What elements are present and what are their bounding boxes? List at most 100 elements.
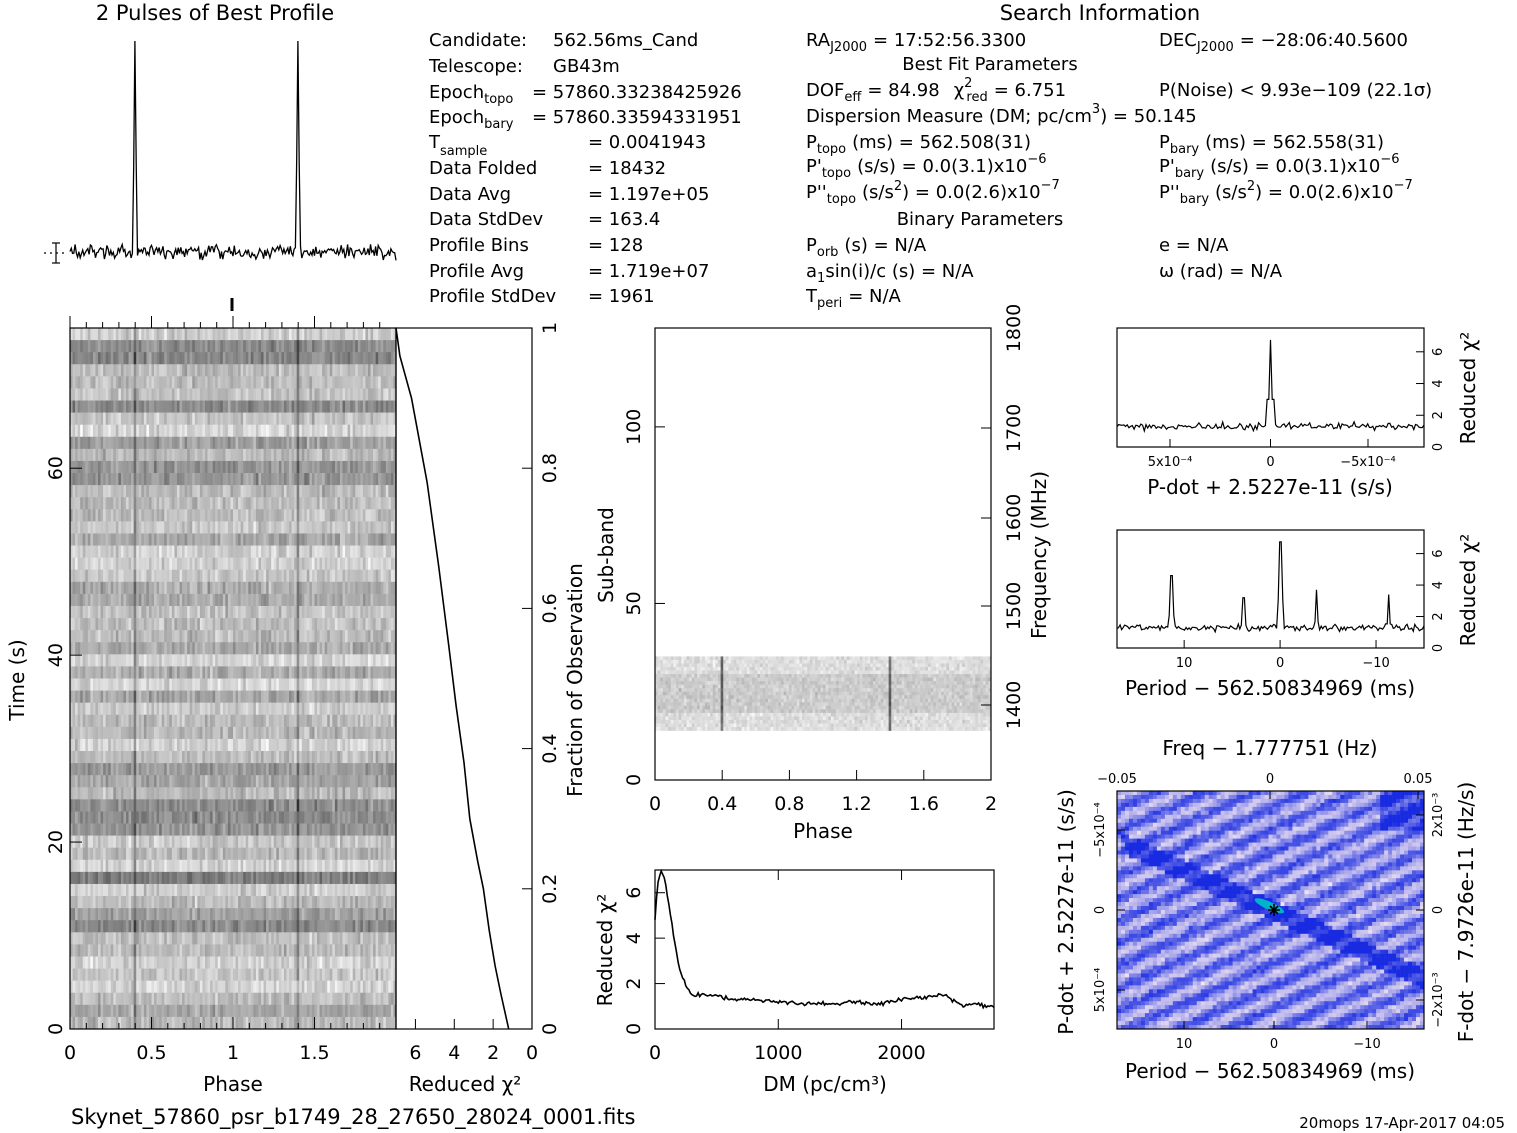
chi2-fraction-xtick: 0	[526, 1042, 538, 1064]
subband-y2tick: 1500	[1003, 582, 1025, 630]
chi2-fraction-ytick: 1	[539, 322, 561, 334]
ppdot-x2tick: 0.05	[1404, 772, 1433, 787]
time-phase-xtick: 1.5	[299, 1042, 329, 1064]
pdbary-value: (s/s) = 0.0(3.1)x10	[1210, 156, 1380, 177]
svg-text:Candidate:562.56ms_Cand: Candidate: 562.56ms_Cand	[429, 30, 698, 51]
dec-sub: J2000	[1196, 40, 1234, 55]
pddbary-value: (s/s	[1215, 182, 1247, 203]
period-xtick: 10	[1176, 656, 1193, 671]
dm-ticks: 0 1000 2000 0 2 4 6	[623, 870, 926, 1064]
period-frame	[1116, 529, 1425, 649]
ppdot-y2tick: 2x10⁻³	[1431, 793, 1446, 838]
dm-ytick: 0	[623, 1023, 645, 1035]
pdot-xtick: 0	[1266, 455, 1274, 470]
subband-xtick: 1.2	[841, 793, 871, 815]
pddbary-sq: 2	[1247, 179, 1255, 194]
ecc-text: e = N/A	[1159, 235, 1229, 256]
chi2-fraction-frame	[395, 327, 533, 1030]
pddtopo-label: P''	[806, 182, 827, 203]
ppdot-x2tick: −0.05	[1097, 772, 1137, 787]
time-phase-image	[70, 328, 397, 1030]
period-xtick: −10	[1362, 656, 1389, 671]
pddbary-label: P''	[1159, 182, 1180, 203]
svg-text:P'topo(s/s) = 0.0(3.1)x10−6: P'topo (s/s) = 0.0(3.1)x10−6	[806, 152, 1047, 181]
ppdot-ytick: −5x10⁻⁴	[1093, 802, 1108, 857]
svg-text:Profile Avg= 1.719e+07: Profile Avg = 1.719e+07	[429, 261, 709, 282]
time-phase-ytick: 40	[45, 643, 67, 667]
chi2-value: = 6.751	[994, 80, 1066, 101]
subband-y2tick: 1600	[1003, 494, 1025, 542]
search-info: RAJ2000 = 17:52:56.3300 DECJ2000 = −28:06:…	[805, 30, 1432, 311]
porb-label: P	[806, 235, 817, 256]
dm-plot: 0 1000 2000 0 2 4 6 DM (pc/cm³) Reduced χ²	[593, 868, 995, 1096]
dof-sub: eff	[844, 90, 862, 105]
subband-image	[655, 656, 992, 731]
subband-y2tick: 1700	[1003, 404, 1025, 452]
svg-text:Epochbary= 57860.33594331951: Epochbary = 57860.33594331951	[429, 107, 742, 132]
svg-text:Data StdDev= 163.4: Data StdDev = 163.4	[429, 209, 660, 230]
pddtopo-exp: −7	[1041, 178, 1060, 193]
pbary-label: P	[1159, 132, 1170, 153]
svg-text:RAJ2000= 17:52:56.3300: RAJ2000 = 17:52:56.3300	[806, 30, 1026, 55]
ppdot-y2tick: 0	[1431, 906, 1446, 914]
svg-text:P''bary(s/s2) = 0.0(2.6)x10−7: P''bary (s/s2) = 0.0(2.6)x10−7	[1159, 178, 1413, 207]
ppdot-xtick: 0	[1270, 1037, 1278, 1052]
svg-text:P''topo(s/s2) = 0.0(2.6)x10−7: P''topo (s/s2) = 0.0(2.6)x10−7	[806, 178, 1060, 207]
dec-label: DEC	[1159, 30, 1197, 51]
epoch-topo-sub: topo	[484, 92, 513, 107]
period-ytick: 6	[1431, 549, 1446, 557]
svg-text:P'bary(s/s) = 0.0(3.1)x10−6: P'bary (s/s) = 0.0(3.1)x10−6	[1159, 152, 1400, 181]
pdot-curve	[1116, 339, 1425, 434]
pdot-xlabel: P-dot + 2.5227e-11 (s/s)	[1147, 475, 1393, 499]
dm-xtick: 1000	[754, 1042, 802, 1064]
pdot-ytick: 0	[1431, 443, 1446, 451]
tperi-label: T	[805, 286, 818, 307]
svg-text:Dispersion Measure (DM; pc/cm3: Dispersion Measure (DM; pc/cm3) = 50.145	[806, 102, 1197, 127]
data-stddev-value: = 163.4	[588, 209, 660, 230]
epoch-topo-value: = 57860.33238425926	[532, 82, 742, 103]
tperi-value: = N/A	[848, 286, 901, 307]
dm-ytick: 2	[623, 978, 645, 990]
subband-frame	[654, 327, 992, 781]
dm-sup: 3	[1092, 102, 1100, 117]
dm-value: ) = 50.145	[1100, 106, 1197, 127]
tsample-label: T	[428, 132, 441, 153]
pdbary-label: P'	[1159, 156, 1175, 177]
ppdot-plane: 10 0 −10 −0.05 0 0.05 −5x10⁻⁴ 0 5x10⁻⁴ 2x10⁻³ 0 −2x…	[1054, 736, 1478, 1083]
period-plot: 10 0 −10 0 2 4 6 Period − 562.50834969 (ms) Re…	[1116, 529, 1480, 700]
subband-ytick: 100	[623, 409, 645, 445]
best-point-marker	[1268, 904, 1280, 916]
chi2-fraction-xtick: 6	[409, 1042, 421, 1064]
ppdot-title: Freq − 1.777751 (Hz)	[1162, 736, 1377, 760]
footer-filename: Skynet_57860_psr_b1749_28_27650_28024_00…	[71, 1105, 635, 1130]
period-ytick: 2	[1431, 612, 1446, 620]
chi2-fraction-ylabel: Fraction of Observation	[563, 563, 587, 797]
footer-stamp: 20mops 17-Apr-2017 04:05	[1299, 1114, 1505, 1132]
tsample-value: = 0.0041943	[588, 132, 706, 153]
svg-text:DECJ2000= −28:06:40.5600: DECJ2000 = −28:06:40.5600	[1159, 30, 1408, 55]
ppdot-ytick: 5x10⁻⁴	[1093, 968, 1108, 1013]
pdot-ytick: 6	[1431, 348, 1446, 356]
pnoise-text: P(Noise) < 9.93e−109 (22.1σ)	[1159, 80, 1432, 101]
dm-xtick: 0	[649, 1042, 661, 1064]
pdot-ylabel: Reduced χ²	[1456, 332, 1480, 445]
period-curve	[1116, 541, 1425, 634]
ppdot-y2label: F-dot − 7.9726e-11 (Hz/s)	[1454, 782, 1478, 1043]
pddtopo-sq: 2	[894, 179, 902, 194]
time-phase-xtick: 1	[227, 1042, 239, 1064]
profile-stddev-value: = 1961	[588, 286, 655, 307]
profile-stddev-label: Profile StdDev	[429, 286, 557, 307]
time-phase-plot: 0 0.5 1 1.5 0 20 40 60 Phase Time (s)	[5, 298, 397, 1096]
profile-plot	[44, 40, 397, 264]
tsample-sub: sample	[440, 144, 487, 159]
ppdot-xlabel: Period − 562.50834969 (ms)	[1125, 1059, 1415, 1083]
svg-text:Data Folded= 18432: Data Folded = 18432	[429, 158, 666, 179]
pdbary-sub: bary	[1175, 166, 1205, 181]
pddtopo-value2: ) = 0.0(2.6)x10	[902, 182, 1040, 203]
search-info-title: Search Information	[1000, 1, 1200, 25]
ppdot-ticks: 10 0 −10 −0.05 0 0.05 −5x10⁻⁴ 0 5x10⁻⁴ 2x10⁻³ 0 −2x…	[1093, 772, 1446, 1052]
ra-sub: J2000	[829, 40, 867, 55]
profile-avg-value: = 1.719e+07	[588, 261, 709, 282]
subband-xtick: 1.6	[909, 793, 939, 815]
